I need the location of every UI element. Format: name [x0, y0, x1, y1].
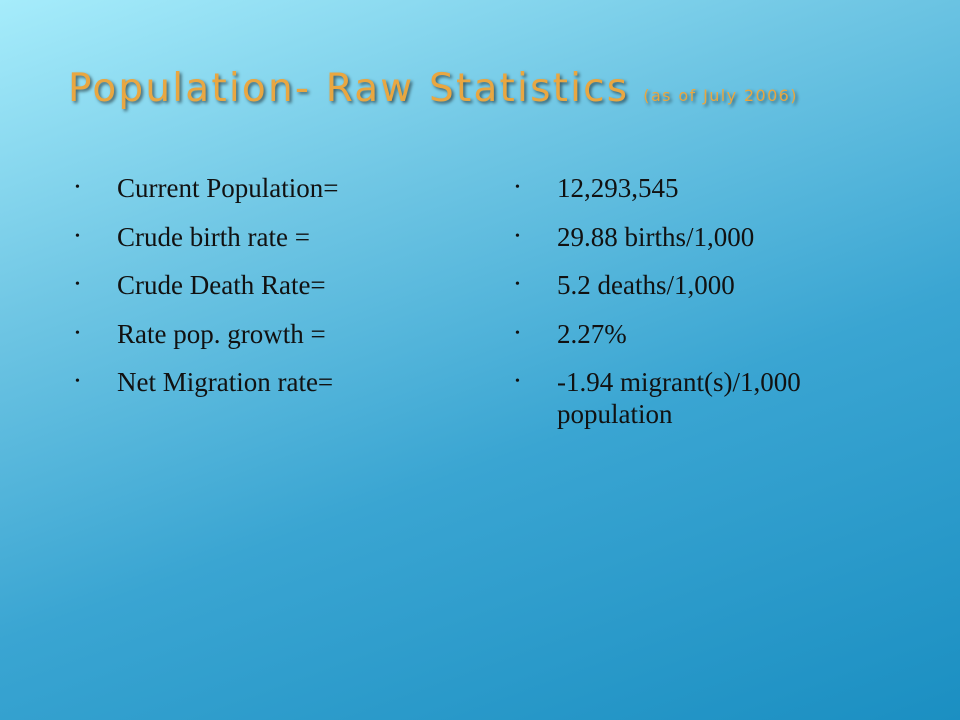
- label-list: Current Population= Crude birth rate = Cru…: [75, 172, 477, 415]
- stat-value: 29.88 births/1,000: [515, 221, 912, 253]
- stat-label: Crude Death Rate=: [75, 269, 477, 301]
- stat-value: 12,293,545: [515, 172, 912, 204]
- title-block: Population- Raw Statistics (as of July 20…: [68, 66, 798, 111]
- stat-label: Crude birth rate =: [75, 221, 477, 253]
- stat-label: Net Migration rate=: [75, 366, 477, 398]
- title: Population- Raw Statistics: [68, 66, 630, 111]
- stat-value: -1.94 migrant(s)/1,000 population: [515, 366, 912, 430]
- stat-label: Rate pop. growth =: [75, 318, 477, 350]
- stat-value: 2.27%: [515, 318, 912, 350]
- value-list: 12,293,545 29.88 births/1,000 5.2 deaths/1…: [515, 172, 912, 447]
- stat-value: 5.2 deaths/1,000: [515, 269, 912, 301]
- stat-label: Current Population=: [75, 172, 477, 204]
- subtitle: (as of July 2006): [643, 86, 798, 105]
